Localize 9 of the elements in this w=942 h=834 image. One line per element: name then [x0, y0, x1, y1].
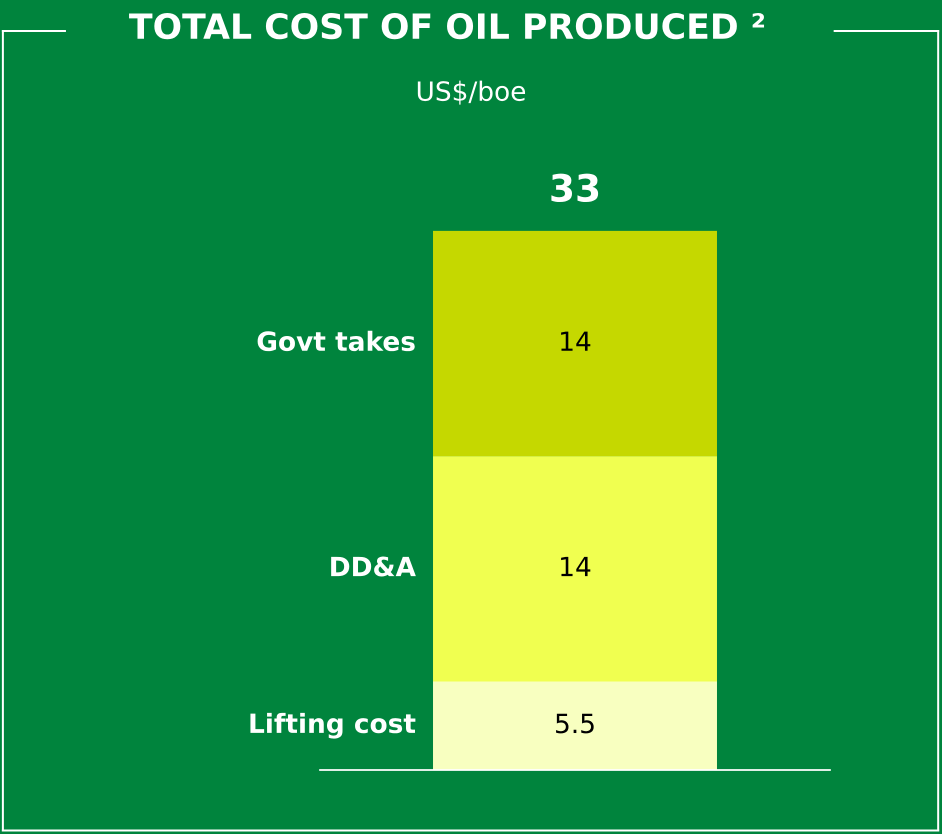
data-label: 5.5	[556, 714, 594, 734]
data-label: 14	[561, 332, 590, 351]
series-label: DD&A	[331, 556, 416, 576]
total-label: 33	[551, 174, 598, 202]
series-label: Govt takes	[258, 330, 415, 352]
chart-subtitle: US$/boe	[418, 80, 526, 105]
data-label: 14	[561, 556, 590, 576]
series-label: Lifting cost	[250, 712, 416, 739]
chart-title: TOTAL COST OF OIL PRODUCED ²	[129, 13, 764, 40]
